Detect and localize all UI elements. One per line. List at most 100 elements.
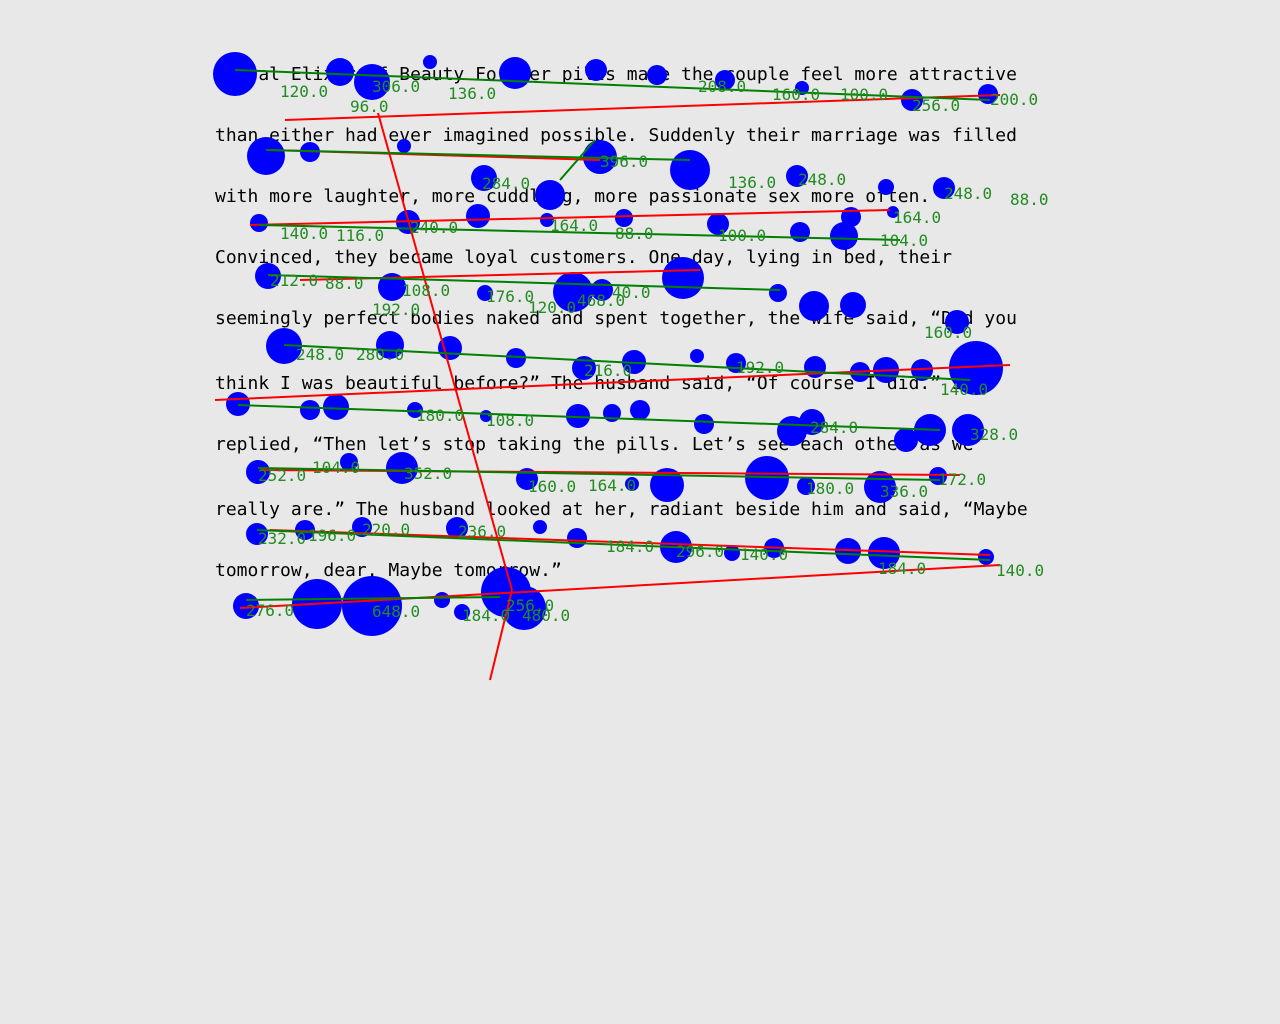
value-label: 180.0 [806, 479, 854, 498]
story-line: Astral Elixir of Beauty Forever pills ma… [215, 64, 1017, 85]
bubble [246, 523, 268, 545]
value-label: 180.0 [416, 406, 464, 425]
value-label: 160.0 [772, 85, 820, 104]
value-label: 248.0 [296, 345, 344, 364]
bubble [949, 341, 1003, 395]
value-label: 164.0 [893, 208, 941, 227]
bubble [615, 209, 633, 227]
bubble [894, 428, 918, 452]
story-line: really are.” The husband looked at her, … [215, 499, 1028, 520]
bubble [724, 545, 740, 561]
bubble [978, 549, 994, 565]
bubble [535, 180, 565, 210]
bubble [901, 89, 923, 111]
value-label: 108.0 [402, 281, 450, 300]
red-stroke [377, 112, 513, 591]
bubble [625, 477, 639, 491]
bubble [670, 150, 710, 190]
bubble [247, 137, 285, 175]
value-label: 468.0 [577, 291, 625, 310]
value-label: 236.0 [458, 522, 506, 541]
bubble [499, 57, 531, 89]
value-label: 176.0 [486, 287, 534, 306]
value-label: 136.0 [448, 84, 496, 103]
red-stroke [284, 94, 1001, 121]
bubble [585, 59, 607, 81]
bubble [250, 214, 268, 232]
bubble [434, 592, 450, 608]
value-label: 284.0 [810, 418, 858, 437]
value-label: 172.0 [938, 470, 986, 489]
bubble [887, 206, 899, 218]
red-stroke [239, 564, 1001, 609]
value-label: 88.0 [1010, 190, 1049, 209]
value-label: 184.0 [606, 537, 654, 556]
bubble [246, 460, 270, 484]
red-stroke [249, 209, 891, 226]
value-label: 212.0 [270, 271, 318, 290]
bubble [945, 310, 969, 334]
bubble [769, 284, 787, 302]
bubble [454, 604, 470, 620]
bubble [952, 414, 984, 446]
value-label: 216.0 [584, 361, 632, 380]
value-label: 248.0 [944, 184, 992, 203]
value-label: 256.0 [912, 96, 960, 115]
value-label: 160.0 [924, 323, 972, 342]
green-stroke [283, 344, 971, 381]
story-line: than either had ever imagined possible. … [215, 125, 1017, 146]
bubble [502, 586, 546, 630]
bubble [630, 400, 650, 420]
story-line: with more laughter, more cuddling, more … [215, 186, 930, 207]
green-stroke [265, 149, 691, 161]
value-label: 256.0 [506, 596, 554, 615]
bubble [572, 356, 596, 380]
value-label: 184.0 [462, 606, 510, 625]
value-label: 220.0 [362, 520, 410, 539]
value-label: 40.0 [612, 283, 651, 302]
bubble [567, 528, 587, 548]
bubble [407, 402, 423, 418]
value-label: 200.0 [990, 90, 1038, 109]
bubble [471, 165, 497, 191]
bubble [662, 257, 704, 299]
bubble [540, 213, 554, 227]
value-label: 140.0 [940, 380, 988, 399]
bubble [553, 272, 593, 312]
bubble [830, 222, 858, 250]
value-label: 140.0 [280, 224, 328, 243]
bubble [378, 273, 406, 301]
value-label: 88.0 [325, 274, 364, 293]
bubble [650, 468, 684, 502]
bubble [799, 291, 829, 321]
red-stroke [269, 529, 991, 556]
value-label: 252.0 [258, 466, 306, 485]
bubble [423, 55, 437, 69]
value-label: 480.0 [522, 606, 570, 625]
bubble [840, 292, 866, 318]
value-label: 160.0 [528, 477, 576, 496]
bubble [786, 165, 808, 187]
bubble [868, 537, 900, 569]
bubble [715, 70, 735, 90]
green-stroke [258, 224, 901, 241]
green-stroke [234, 69, 991, 101]
bubble [533, 520, 547, 534]
bubble [446, 517, 468, 539]
bubble [295, 520, 315, 540]
bubble [694, 414, 714, 434]
value-label: 296.0 [676, 542, 724, 561]
bubble [566, 404, 590, 428]
bubble [323, 394, 349, 420]
value-label: 232.0 [258, 529, 306, 548]
bubble [647, 65, 667, 85]
bubble [797, 477, 815, 495]
value-label: 120.0 [280, 82, 328, 101]
bubble [466, 204, 490, 228]
bubble [707, 213, 729, 235]
value-label: 306.0 [372, 77, 420, 96]
value-label: 208.0 [698, 77, 746, 96]
value-label: 108.0 [486, 411, 534, 430]
bubble [790, 222, 810, 242]
red-stroke [489, 589, 513, 681]
